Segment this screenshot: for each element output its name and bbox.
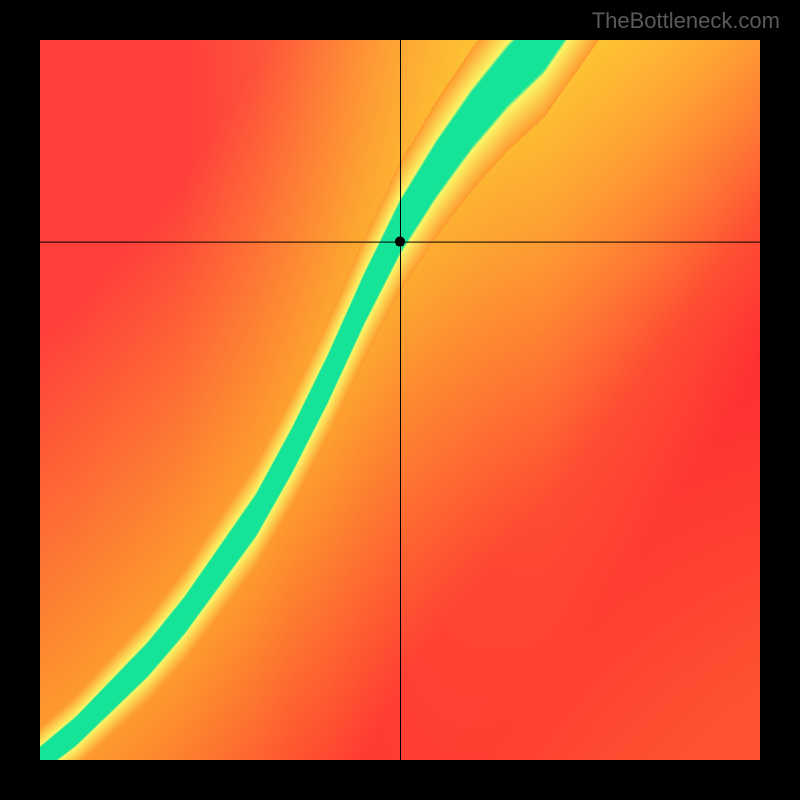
- watermark-text: TheBottleneck.com: [592, 8, 780, 34]
- heatmap-plot: [40, 40, 760, 760]
- chart-container: TheBottleneck.com: [0, 0, 800, 800]
- heatmap-canvas: [40, 40, 760, 760]
